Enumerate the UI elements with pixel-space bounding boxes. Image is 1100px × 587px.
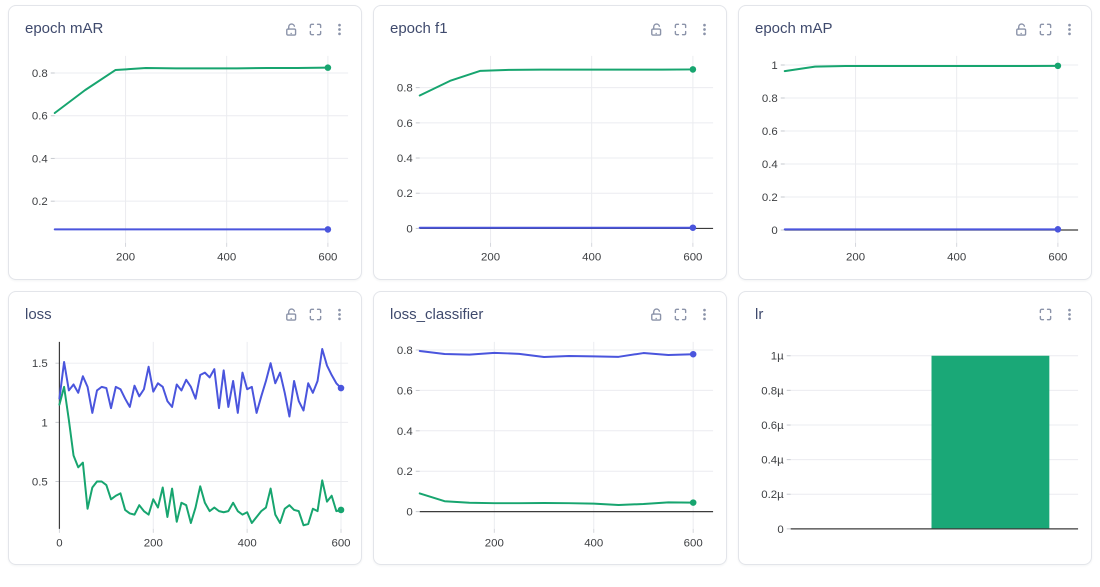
- panel-actions: [649, 22, 712, 37]
- svg-text:600: 600: [1048, 252, 1067, 264]
- panel-title: lr: [755, 305, 764, 323]
- kebab-menu-icon[interactable]: [1062, 307, 1077, 322]
- svg-text:400: 400: [947, 252, 966, 264]
- kebab-menu-icon[interactable]: [697, 307, 712, 322]
- svg-text:0: 0: [406, 506, 412, 518]
- chart-epoch-f1[interactable]: 0 0.2 0.4 0.6 0.8 200 400 600: [374, 40, 726, 279]
- panel-title: epoch mAP: [755, 20, 833, 37]
- svg-text:200: 200: [144, 537, 163, 549]
- panel-loss-classifier: loss_classifier 0 0.2 0.4 0.6 0.8 200 400 600: [373, 290, 727, 566]
- svg-text:1.5: 1.5: [32, 358, 48, 370]
- svg-text:0: 0: [406, 223, 412, 235]
- kebab-menu-icon[interactable]: [1062, 22, 1077, 37]
- unlock-icon[interactable]: [284, 22, 299, 37]
- panel-lr: lr 0 0.2µ 0.4µ 0.6µ 0.8µ 1µ: [738, 290, 1092, 566]
- svg-text:400: 400: [584, 537, 603, 549]
- svg-text:600: 600: [318, 252, 337, 264]
- svg-text:600: 600: [684, 537, 703, 549]
- fullscreen-icon[interactable]: [673, 307, 688, 322]
- fullscreen-icon[interactable]: [308, 22, 323, 37]
- chart-loss[interactable]: 0.5 1 1.5 0 200 400 600: [9, 326, 361, 565]
- unlock-icon[interactable]: [1014, 22, 1029, 37]
- svg-text:600: 600: [683, 252, 702, 264]
- svg-text:200: 200: [846, 252, 865, 264]
- svg-text:0: 0: [777, 523, 783, 535]
- svg-text:0.6: 0.6: [397, 118, 413, 130]
- svg-text:0.2: 0.2: [762, 192, 778, 204]
- panel-grid: epoch mAR 0.2 0.4 0.6 0.8 200 400 600 epoch f1…: [8, 5, 1092, 566]
- unlock-icon[interactable]: [284, 307, 299, 322]
- svg-text:400: 400: [238, 537, 257, 549]
- panel-header: loss_classifier: [374, 292, 726, 326]
- panel-actions: [1038, 307, 1077, 322]
- panel-epoch-f1: epoch f1 0 0.2 0.4 0.6 0.8 200 400 600: [373, 5, 727, 280]
- svg-text:0.4µ: 0.4µ: [761, 454, 784, 466]
- svg-text:0.2: 0.2: [397, 466, 413, 478]
- svg-text:0.8µ: 0.8µ: [761, 385, 784, 397]
- unlock-icon[interactable]: [649, 22, 664, 37]
- panel-epoch-mar: epoch mAR 0.2 0.4 0.6 0.8 200 400 600: [8, 5, 362, 280]
- svg-text:200: 200: [485, 537, 504, 549]
- svg-text:0.4: 0.4: [32, 153, 49, 165]
- panel-actions: [284, 307, 347, 322]
- panel-epoch-map: epoch mAP 0 0.2 0.4 0.6 0.8 1 200 400 600: [738, 5, 1092, 280]
- svg-text:0.2µ: 0.2µ: [761, 489, 784, 501]
- chart-epoch-mar[interactable]: 0.2 0.4 0.6 0.8 200 400 600: [9, 40, 361, 279]
- svg-text:1µ: 1µ: [771, 350, 784, 362]
- panel-header: epoch mAP: [739, 6, 1091, 40]
- svg-text:0.8: 0.8: [32, 68, 48, 80]
- fullscreen-icon[interactable]: [1038, 307, 1053, 322]
- svg-text:0.6: 0.6: [397, 385, 413, 397]
- panel-title: epoch mAR: [25, 20, 104, 37]
- kebab-menu-icon[interactable]: [697, 22, 712, 37]
- svg-text:0.4: 0.4: [762, 159, 779, 171]
- svg-text:200: 200: [481, 252, 500, 264]
- svg-text:0.8: 0.8: [397, 345, 413, 357]
- svg-text:0.8: 0.8: [397, 83, 413, 95]
- svg-text:0.6: 0.6: [32, 111, 48, 123]
- svg-text:0.5: 0.5: [32, 476, 48, 488]
- svg-text:600: 600: [331, 537, 350, 549]
- svg-text:400: 400: [217, 252, 236, 264]
- svg-text:0.6µ: 0.6µ: [761, 420, 784, 432]
- panel-actions: [284, 22, 347, 37]
- svg-text:0.4: 0.4: [397, 425, 414, 437]
- svg-text:0.2: 0.2: [32, 196, 48, 208]
- svg-text:0.6: 0.6: [762, 126, 778, 138]
- svg-text:0: 0: [56, 537, 62, 549]
- chart-lr[interactable]: 0 0.2µ 0.4µ 0.6µ 0.8µ 1µ: [739, 326, 1091, 565]
- panel-title: loss_classifier: [390, 305, 484, 323]
- fullscreen-icon[interactable]: [308, 307, 323, 322]
- panel-header: loss: [9, 292, 361, 326]
- fullscreen-icon[interactable]: [1038, 22, 1053, 37]
- svg-text:0.8: 0.8: [762, 93, 778, 105]
- panel-actions: [649, 307, 712, 322]
- kebab-menu-icon[interactable]: [332, 307, 347, 322]
- panel-header: epoch f1: [374, 6, 726, 40]
- panel-header: epoch mAR: [9, 6, 361, 40]
- svg-text:200: 200: [116, 252, 135, 264]
- svg-text:0: 0: [771, 225, 777, 237]
- svg-text:1: 1: [41, 417, 47, 429]
- panel-actions: [1014, 22, 1077, 37]
- kebab-menu-icon[interactable]: [332, 22, 347, 37]
- unlock-icon[interactable]: [649, 307, 664, 322]
- svg-text:0.4: 0.4: [397, 153, 414, 165]
- chart-epoch-map[interactable]: 0 0.2 0.4 0.6 0.8 1 200 400 600: [739, 40, 1091, 279]
- svg-text:0.2: 0.2: [397, 188, 413, 200]
- panel-title: loss: [25, 305, 52, 323]
- panel-header: lr: [739, 292, 1091, 326]
- panel-loss: loss 0.5 1 1.5 0 200 400 600: [8, 290, 362, 566]
- svg-text:1: 1: [771, 60, 777, 72]
- panel-title: epoch f1: [390, 20, 448, 37]
- fullscreen-icon[interactable]: [673, 22, 688, 37]
- chart-loss-classifier[interactable]: 0 0.2 0.4 0.6 0.8 200 400 600: [374, 326, 726, 565]
- svg-text:400: 400: [582, 252, 601, 264]
